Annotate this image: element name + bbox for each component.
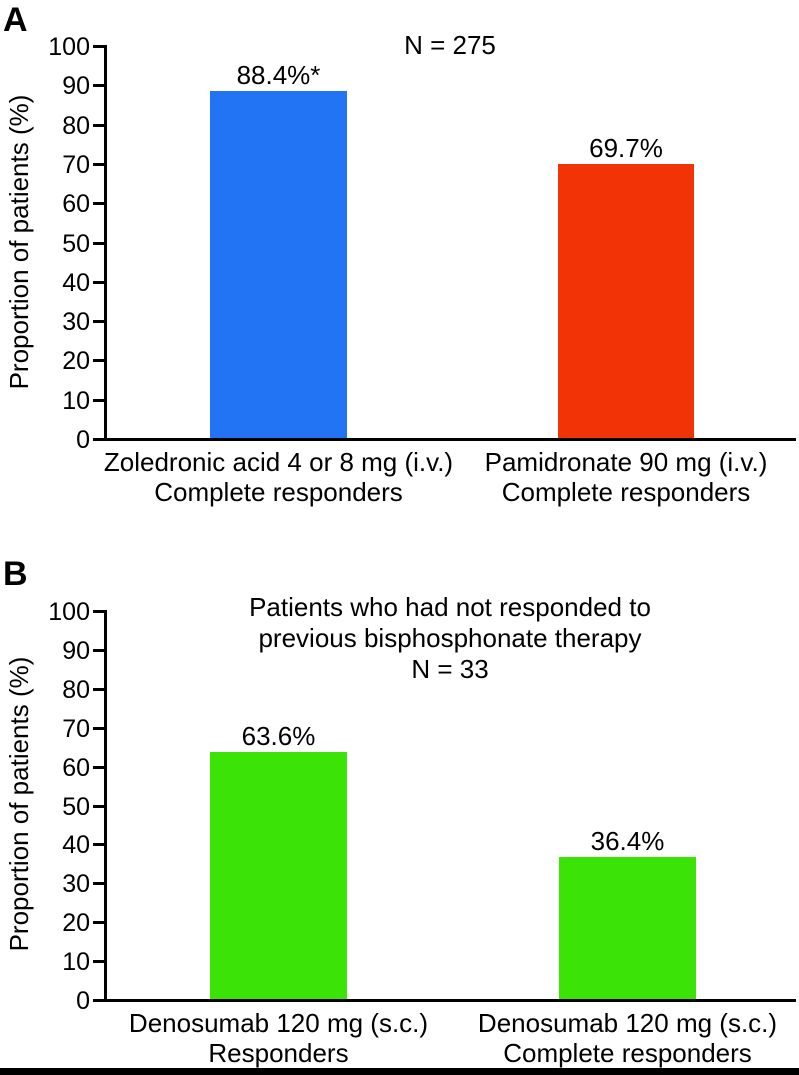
y-axis-line <box>104 45 107 441</box>
bar-category-label: Denosumab 120 mg (s.c.) <box>128 1008 429 1038</box>
chart-title: previous bisphosphonate therapy <box>258 623 642 653</box>
y-tick-mark <box>93 921 104 924</box>
panel-label: B <box>3 555 28 593</box>
y-tick-mark <box>93 163 104 166</box>
y-axis-line <box>104 610 107 1002</box>
y-tick-mark <box>93 359 104 362</box>
bar-category-label: Zoledronic acid 4 or 8 mg (i.v.) <box>103 447 454 477</box>
panel-label: A <box>3 1 28 39</box>
y-tick-label: 30 <box>62 308 90 336</box>
bar-value-label: 63.6% <box>241 721 316 751</box>
y-tick-label: 60 <box>62 754 90 782</box>
y-tick-label: 10 <box>62 387 90 415</box>
bottom-border-bar <box>0 1068 799 1075</box>
y-tick-mark <box>93 766 104 769</box>
bar-category-label: Complete responders <box>503 1038 752 1068</box>
y-tick-label: 100 <box>48 598 90 626</box>
y-tick-label: 30 <box>62 870 90 898</box>
bar-category-label: Complete responders <box>154 477 403 507</box>
x-axis-line <box>104 438 796 441</box>
y-tick-label: 50 <box>62 230 90 258</box>
bar <box>558 164 694 438</box>
bar-category-label: Denosumab 120 mg (s.c.) <box>477 1008 778 1038</box>
y-tick-mark <box>93 45 104 48</box>
y-tick-mark <box>93 202 104 205</box>
y-tick-label: 0 <box>76 987 90 1015</box>
y-tick-mark <box>93 688 104 691</box>
bar-value-label: 88.4%* <box>236 60 321 90</box>
y-tick-label: 70 <box>62 715 90 743</box>
bar-category-label: Responders <box>208 1038 349 1068</box>
y-tick-mark <box>93 281 104 284</box>
y-tick-mark <box>93 399 104 402</box>
y-tick-label: 40 <box>62 269 90 297</box>
y-tick-label: 80 <box>62 112 90 140</box>
y-tick-label: 40 <box>62 831 90 859</box>
y-tick-mark <box>93 124 104 127</box>
y-tick-mark <box>93 610 104 613</box>
y-tick-mark <box>93 999 104 1002</box>
y-tick-mark <box>93 242 104 245</box>
y-tick-label: 0 <box>76 426 90 454</box>
y-tick-mark <box>93 727 104 730</box>
y-tick-label: 20 <box>62 909 90 937</box>
y-tick-mark <box>93 84 104 87</box>
y-tick-label: 50 <box>62 793 90 821</box>
y-tick-label: 60 <box>62 190 90 218</box>
y-tick-mark <box>93 649 104 652</box>
bar-category-label: Complete responders <box>501 477 751 507</box>
chart-title: Patients who had not responded to <box>249 592 651 622</box>
chart-title: N = 33 <box>411 654 489 684</box>
y-axis-title: Proportion of patients (%) <box>4 656 34 952</box>
bar-value-label: 69.7% <box>589 133 663 163</box>
x-axis-line <box>104 999 796 1002</box>
y-tick-mark <box>93 843 104 846</box>
bar <box>210 91 347 438</box>
y-tick-label: 80 <box>62 676 90 704</box>
y-tick-label: 100 <box>48 33 90 61</box>
y-tick-label: 90 <box>62 72 90 100</box>
y-tick-label: 90 <box>62 637 90 665</box>
chart-title: N = 275 <box>404 30 496 60</box>
y-tick-mark <box>93 438 104 441</box>
y-tick-label: 70 <box>62 151 90 179</box>
y-tick-label: 20 <box>62 347 90 375</box>
bar-value-label: 36.4% <box>590 826 665 856</box>
y-tick-mark <box>93 805 104 808</box>
bar <box>210 752 347 999</box>
bar <box>559 857 696 999</box>
bar-category-label: Pamidronate 90 mg (i.v.) <box>484 447 768 477</box>
y-tick-label: 10 <box>62 948 90 976</box>
y-tick-mark <box>93 960 104 963</box>
y-tick-mark <box>93 320 104 323</box>
y-tick-mark <box>93 882 104 885</box>
